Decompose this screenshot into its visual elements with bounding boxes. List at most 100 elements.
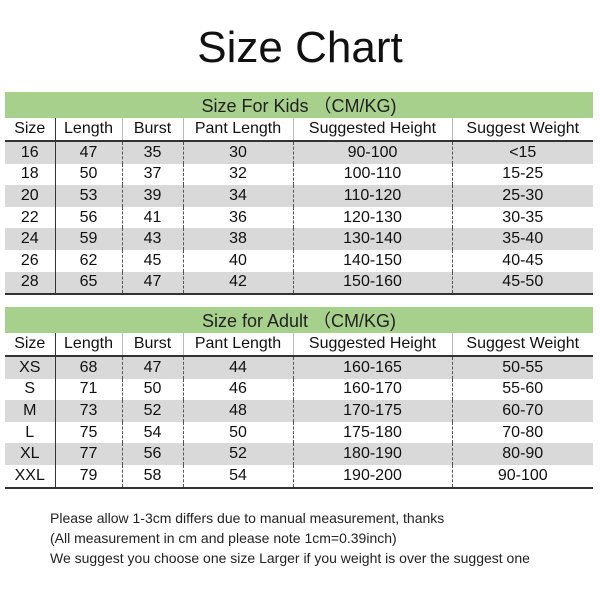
table-cell: 150-160 [292,271,452,296]
adult-size-table: Size for Adult （CM/KG) Size Length Burst Pan… [5,307,593,489]
table-cell: 180-190 [292,443,452,465]
table-cell: 47 [121,356,183,379]
table-cell: 35 [121,141,183,164]
table-cell: 54 [182,464,293,489]
table-cell: XS [5,356,55,379]
note-line: We suggest you choose one size Larger if… [50,550,530,566]
table-cell: 15-25 [451,163,594,186]
table-row: 22 56 41 36 120-130 30-35 [5,206,594,229]
column-header: Pant Length [182,118,293,142]
table-cell: 55-60 [451,378,593,401]
table-row: XXL 79 58 54 190-200 90-100 [5,464,593,489]
table-cell: 170-175 [292,400,452,422]
table-cell: 175-180 [292,421,452,444]
table-cell: 52 [182,443,293,465]
table-cell: 26 [20,251,39,269]
column-header: Burst [121,333,183,357]
table-cell: 79 [54,464,122,489]
table-cell: XXL [5,464,55,489]
table-row: XS 68 47 44 160-165 50-55 [5,356,593,379]
table-cell: 32 [182,163,293,186]
table-cell: 56 [54,206,122,229]
table-cell: 47 [121,271,183,296]
table-cell: 160-170 [292,378,452,401]
table-cell: 30 [182,141,293,164]
table-cell: 140-150 [292,249,452,272]
column-header-row: Size Length Burst Pant Length Suggested Heig… [5,118,594,142]
table-cell: 35-40 [451,228,594,250]
table-cell: 65 [54,271,122,296]
table-cell: 43 [121,228,183,250]
table-cell: 42 [182,271,293,296]
column-header: Size [5,118,55,142]
table-cell: 70-80 [451,421,593,444]
table-heading-row: Size for Adult （CM/KG) [5,307,593,333]
table-cell: M [5,400,55,422]
table-heading-row: Size For Kids （CM/KG) [5,92,594,118]
table-cell: 37 [121,163,183,186]
table-cell: 62 [54,249,122,272]
column-header: Suggested Height [292,118,452,142]
table-cell: 18 [20,165,39,183]
note-line: Please allow 1-3cm differs due to manual… [50,510,445,526]
table-cell: 110-120 [292,185,452,207]
table-cell: XL [5,443,55,465]
column-header: Size [5,333,55,357]
table-cell: 40 [182,249,293,272]
table-cell: 50 [182,421,293,444]
table-row: 16 47 35 30 90-100 <15 [5,141,594,164]
table-cell: 45-50 [451,271,594,296]
table-cell: 30-35 [451,206,594,229]
table-cell: 22 [20,208,39,226]
table-cell: 80-90 [451,443,593,465]
table-cell: 130-140 [292,228,452,250]
column-header: Suggest Weight [451,118,594,142]
table-cell: 36 [182,206,293,229]
table-cell: 73 [54,400,122,422]
table-cell: 71 [54,378,122,401]
page-title: Size Chart [197,23,403,72]
note-line: (All measurement in cm and please note 1… [50,530,397,546]
table-cell: 48 [182,400,293,422]
table-cell: 28 [5,271,55,296]
table-cell: 60-70 [451,400,593,422]
table-cell: 90-100 [451,464,593,489]
column-header: Suggest Weight [451,333,593,357]
table-row: XL 77 56 52 180-190 80-90 [5,443,593,465]
table-row: L 75 54 50 175-180 70-80 [5,421,593,444]
table-cell: 53 [54,185,122,207]
table-cell: 44 [182,356,293,379]
table-cell: 40-45 [451,249,594,272]
table-cell: 50-55 [451,356,593,379]
table-cell: 68 [54,356,122,379]
table-row: 28 65 47 42 150-160 45-50 [5,271,594,296]
table-cell: 52 [121,400,183,422]
table-cell: 25-30 [451,185,594,207]
table-cell: 39 [121,185,183,207]
table-cell: 54 [121,421,183,444]
table-cell: 34 [182,185,293,207]
table-row: S 71 50 46 160-170 55-60 [5,378,593,401]
column-header: Suggested Height [292,333,452,357]
column-header: Pant Length [182,333,293,357]
table-cell: 16 [5,141,55,164]
table-heading: Size For Kids （CM/KG) [5,92,594,118]
table-cell: 45 [121,249,183,272]
table-cell: 50 [121,378,183,401]
table-cell: 47 [54,141,122,164]
table-row: M 73 52 48 170-175 60-70 [5,400,593,422]
table-cell: <15 [451,141,594,164]
table-cell: 24 [5,228,55,250]
column-header: Length [54,333,122,357]
table-cell: 90-100 [292,141,452,164]
table-cell: 120-130 [292,206,452,229]
column-header: Length [54,118,122,142]
table-cell: 50 [54,163,122,186]
table-cell: 20 [5,185,55,207]
table-cell: L [25,423,35,441]
table-cell: 41 [121,206,183,229]
table-row: 26 62 45 40 140-150 40-45 [5,249,594,272]
kids-size-table: Size For Kids （CM/KG) Size Length Burst Pant… [5,92,594,296]
table-heading: Size for Adult （CM/KG) [5,307,593,333]
table-cell: 59 [54,228,122,250]
